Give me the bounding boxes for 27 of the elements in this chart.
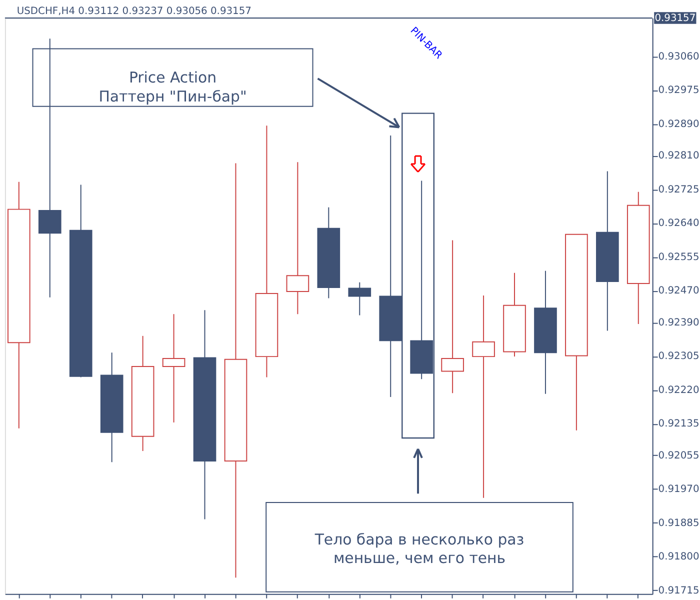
candlestick xyxy=(38,38,62,298)
y-tick-label: 0.92555 xyxy=(658,252,700,263)
y-tick-label: 0.92890 xyxy=(658,118,700,130)
y-tick-label: 0.92220 xyxy=(658,384,700,396)
ref-line-label: 0.93157 xyxy=(654,12,696,24)
candlestick xyxy=(441,240,464,394)
y-tick-label: 0.92470 xyxy=(658,286,700,297)
y-tick-label: 0.92725 xyxy=(658,184,700,196)
y-tick-label: 0.92640 xyxy=(658,218,700,230)
candlestick xyxy=(472,294,495,498)
candlestick xyxy=(348,282,372,316)
y-tick-label: 0.92305 xyxy=(658,351,700,362)
y-tick-label: 0.92390 xyxy=(658,317,700,328)
y-tick-label: 0.91715 xyxy=(658,585,700,596)
candlestick xyxy=(162,314,186,423)
candlestick xyxy=(286,162,310,315)
annotation: Тело бара в несколько раз меньше, чем его тень xyxy=(314,530,524,568)
y-tick-label: 0.92810 xyxy=(658,150,700,162)
y-tick-label: 0.92055 xyxy=(658,450,700,462)
y-tick-label: 0.91970 xyxy=(658,484,700,496)
y-tick-label: 0.91885 xyxy=(658,518,700,529)
chart-title: USDCHF,H4 0.93112 0.93237 0.93056 0.93157 xyxy=(16,6,252,18)
annotation: Price Action Паттерн "Пин-бар" xyxy=(98,68,247,106)
y-tick-label: 0.92975 xyxy=(658,85,700,96)
y-tick-label: 0.91800 xyxy=(658,552,700,563)
y-tick-label: 0.93060 xyxy=(658,51,700,62)
y-tick-label: 0.92135 xyxy=(658,418,700,430)
